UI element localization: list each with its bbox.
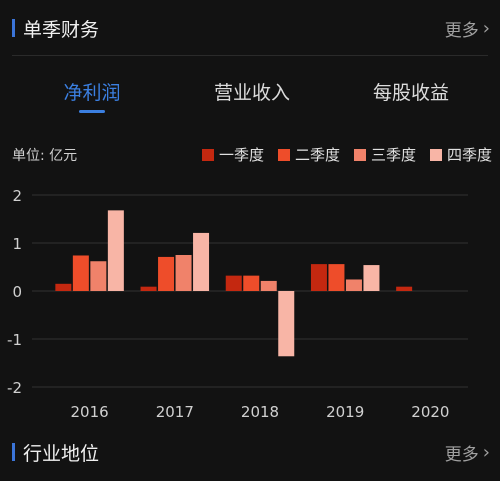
legend-swatch-q1 (201, 148, 214, 161)
bar-2019-q4[interactable] (363, 265, 380, 291)
x-tick-label: 2018 (241, 403, 279, 421)
x-tick-label: 2019 (326, 403, 364, 421)
bar-2020-q1[interactable] (396, 286, 413, 291)
y-tick-label: -2 (7, 379, 22, 397)
section-title: 单季财务 (23, 18, 100, 41)
net-profit-bar-chart: 2 1 0 -1 -2 2016 2017 2018 2019 2020 (7, 187, 468, 421)
bar-2016-q3[interactable] (90, 261, 107, 291)
metric-tabs: 净利润 营业收入 每股收益 (0, 70, 500, 120)
bar-2019-q1[interactable] (310, 264, 327, 291)
bar-2016-q4[interactable] (107, 210, 124, 291)
bar-2017-q2[interactable] (158, 256, 175, 291)
section-header-industry: 行业地位 更多 › (0, 432, 500, 472)
tab-revenue[interactable]: 营业收入 (213, 82, 291, 104)
more-link-label-2: 更多 (444, 444, 479, 465)
legend-item-q3[interactable]: 三季度 (353, 144, 416, 165)
section-title-2: 行业地位 (23, 442, 100, 465)
y-tick-label: 1 (12, 235, 22, 253)
legend-item-q2[interactable]: 二季度 (277, 144, 340, 165)
bar-2016-q2[interactable] (72, 255, 89, 291)
more-link[interactable]: 更多 › (445, 16, 490, 41)
legend-swatch-q4 (429, 148, 442, 161)
section-title-wrap: 单季财务 (0, 15, 99, 42)
legend-item-q1[interactable]: 一季度 (201, 144, 264, 165)
section-divider (12, 55, 488, 56)
section-title-wrap-2: 行业地位 (0, 439, 99, 466)
bar-2018-q4[interactable] (278, 291, 295, 357)
y-tick-label: 2 (12, 187, 22, 205)
section-header-financials: 单季财务 更多 › (0, 8, 500, 48)
section-accent-bar (12, 19, 15, 37)
legend-label-q2: 二季度 (294, 146, 340, 164)
y-tick-label: 0 (12, 283, 22, 301)
section-accent-bar-2 (12, 443, 15, 461)
bar-2017-q1[interactable] (140, 286, 157, 291)
chart-legend: 一季度 二季度 三季度 四季度 (188, 144, 492, 165)
x-tick-label: 2020 (411, 403, 449, 421)
bar-2019-q2[interactable] (328, 264, 345, 291)
tab-eps[interactable]: 每股收益 (372, 82, 450, 104)
bar-2017-q3[interactable] (175, 255, 192, 291)
bar-2018-q1[interactable] (225, 275, 242, 291)
bar-2018-q2[interactable] (243, 275, 260, 291)
legend-label-q3: 三季度 (370, 146, 416, 164)
legend-item-q4[interactable]: 四季度 (429, 144, 492, 165)
chevron-right-icon: › (482, 441, 490, 463)
x-tick-label: 2016 (71, 403, 109, 421)
bar-2017-q4[interactable] (193, 232, 210, 291)
legend-swatch-q3 (353, 148, 366, 161)
chevron-right-icon: › (482, 17, 490, 39)
legend-swatch-q2 (277, 148, 290, 161)
x-tick-label: 2017 (156, 403, 194, 421)
bar-2019-q3[interactable] (345, 279, 362, 291)
more-link-2[interactable]: 更多 › (445, 440, 490, 465)
y-tick-label: -1 (7, 331, 22, 349)
unit-label: 单位: 亿元 (12, 148, 78, 164)
legend-label-q4: 四季度 (446, 146, 492, 164)
legend-label-q1: 一季度 (218, 146, 264, 164)
bar-2016-q1[interactable] (55, 283, 72, 291)
active-tab-indicator (79, 110, 105, 113)
bar-2018-q3[interactable] (260, 280, 277, 291)
more-link-label: 更多 (444, 20, 479, 41)
tab-net-profit[interactable]: 净利润 (63, 82, 121, 104)
